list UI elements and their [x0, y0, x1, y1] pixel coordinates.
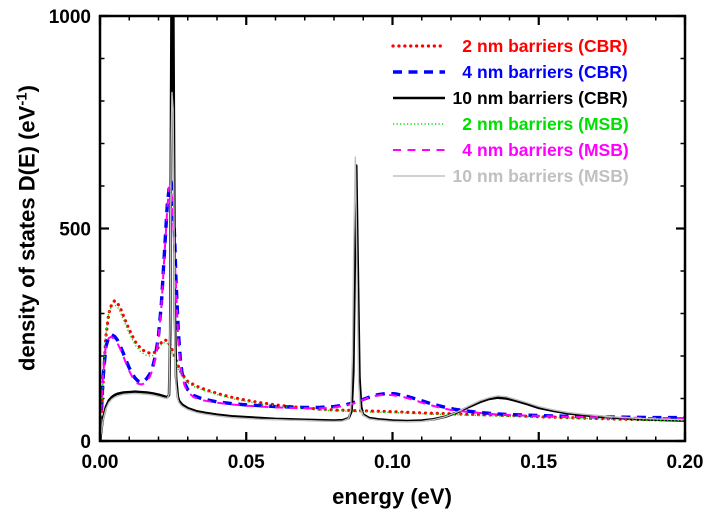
- x-tick-label: 0.00: [82, 452, 119, 473]
- legend-label-number: 4: [462, 61, 472, 82]
- legend-label: 2 nm barriers (CBR): [448, 35, 628, 57]
- legend-item: 2 nm barriers (MSB): [390, 111, 629, 137]
- legend-label: 4 nm barriers (MSB): [448, 139, 629, 161]
- x-tick-label: 0.20: [667, 452, 704, 473]
- legend-line-sample: [393, 70, 445, 74]
- legend-label-number: 10: [452, 87, 472, 108]
- x-tick-label: 0.05: [228, 452, 265, 473]
- x-tick-label: 0.15: [520, 452, 557, 473]
- y-axis-title: density of states D(E) (eV-1): [13, 85, 40, 371]
- plot-frame: [98, 14, 687, 443]
- legend-line-sample: [393, 96, 445, 100]
- legend-item: 2 nm barriers (CBR): [390, 33, 629, 59]
- legend-label-text: nm barriers (MSB): [477, 113, 629, 134]
- legend-line-sample: [393, 175, 445, 177]
- legend-item: 4 nm barriers (MSB): [390, 137, 629, 163]
- series-curve-0: [100, 299, 685, 441]
- legend-label-text: nm barriers (CBR): [477, 35, 628, 56]
- legend-label-number: 2: [462, 113, 472, 134]
- series-curve-4: [100, 185, 685, 441]
- legend-label-text: nm barriers (CBR): [477, 87, 628, 108]
- y-axis-title-superscript: -1: [13, 92, 31, 106]
- y-axis-title-close: ): [14, 85, 40, 93]
- series-curve-5: [100, 91, 685, 441]
- y-tick-label: 1000: [49, 7, 91, 28]
- legend-label: 2 nm barriers (MSB): [448, 113, 629, 135]
- legend-label-text: nm barriers (MSB): [477, 139, 629, 160]
- legend-label-text: nm barriers (CBR): [477, 61, 628, 82]
- legend-line-sample: [393, 123, 445, 125]
- legend-line-sample: [393, 149, 445, 151]
- legend-label: 4 nm barriers (CBR): [448, 61, 628, 83]
- legend-item: 10 nm barriers (MSB): [390, 163, 629, 189]
- series-curve-2: [100, 16, 685, 441]
- legend-item: 10 nm barriers (CBR): [390, 85, 629, 111]
- legend-label: 10 nm barriers (CBR): [448, 88, 628, 109]
- legend-label-text: nm barriers (MSB): [477, 165, 629, 186]
- x-tick-label: 0.10: [374, 452, 411, 473]
- legend-label-number: 4: [462, 139, 472, 160]
- legend-label: 10 nm barriers (MSB): [448, 166, 629, 187]
- series-curve-1: [100, 180, 685, 441]
- y-axis-title-main: density of states D(E) (eV: [14, 105, 40, 371]
- series-curve-3: [100, 303, 685, 441]
- legend-item: 4 nm barriers (CBR): [390, 59, 629, 85]
- legend-line-sample: [391, 44, 447, 48]
- legend-label-number: 2: [462, 35, 472, 56]
- legend-label-number: 10: [452, 165, 472, 186]
- y-tick-label: 0: [80, 432, 91, 453]
- x-axis-title: energy (eV): [332, 484, 452, 509]
- y-tick-label: 500: [59, 220, 91, 241]
- legend: 2 nm barriers (CBR) 4 nm barriers (CBR) 10 nm…: [390, 33, 629, 189]
